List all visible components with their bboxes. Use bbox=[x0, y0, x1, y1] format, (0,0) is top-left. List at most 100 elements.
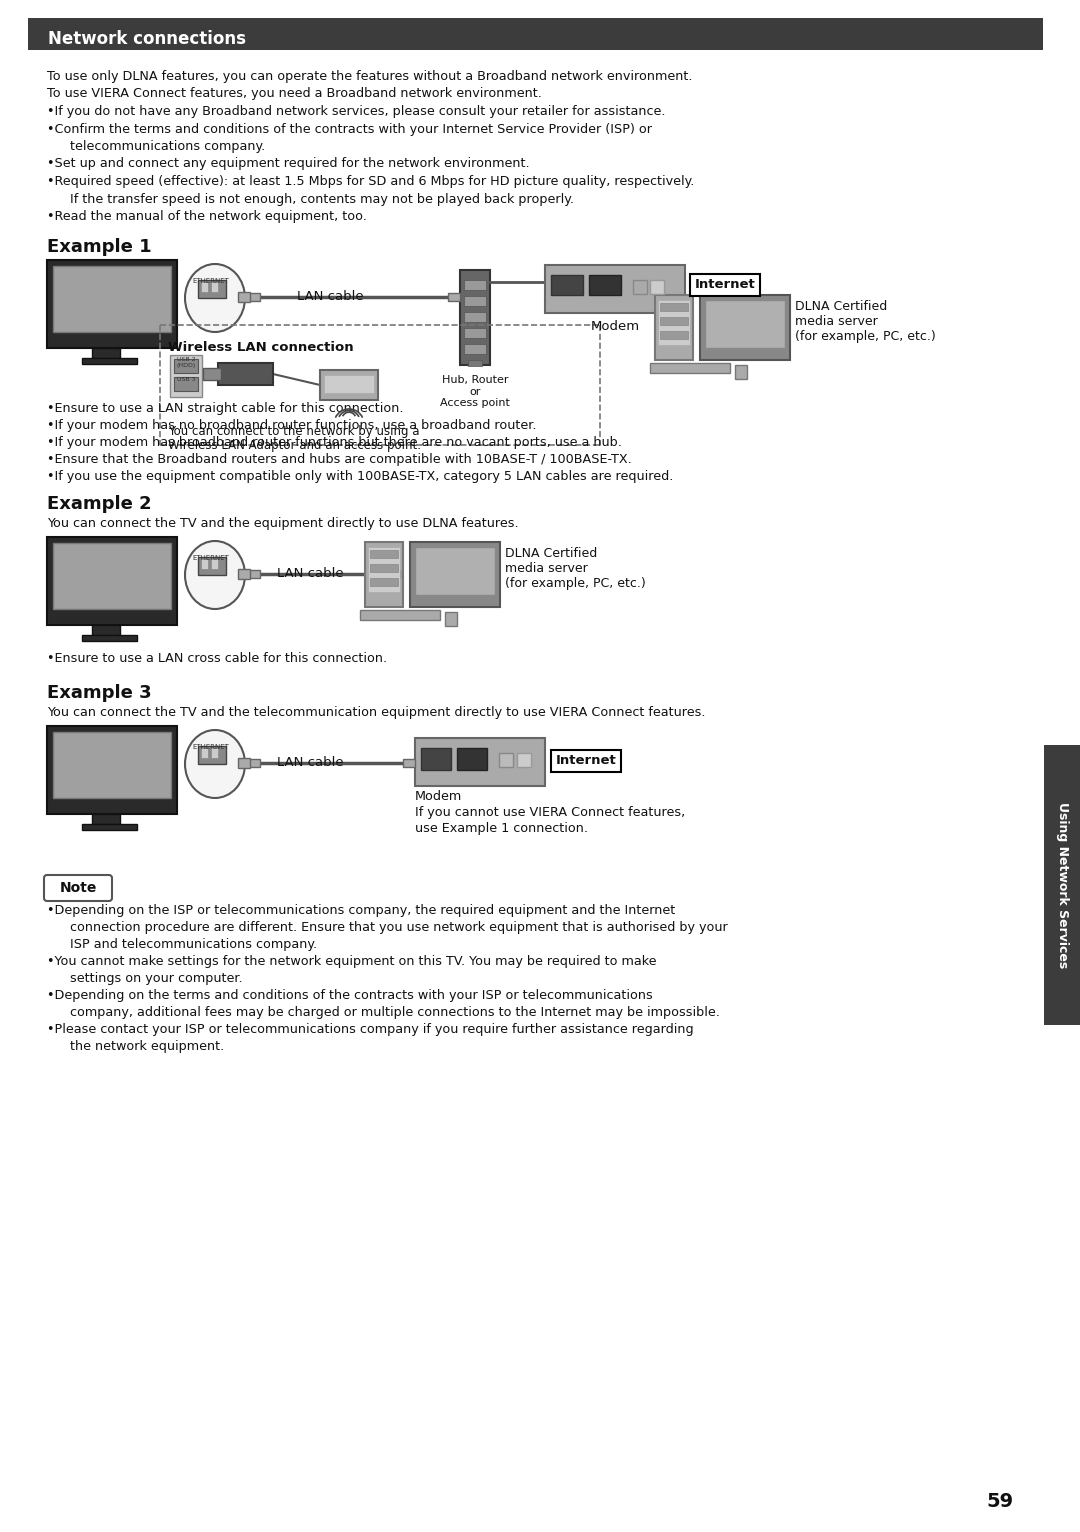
Text: LAN cable: LAN cable bbox=[276, 567, 343, 581]
Bar bbox=[448, 293, 460, 300]
Bar bbox=[82, 634, 137, 640]
Bar bbox=[248, 570, 260, 578]
Bar bbox=[48, 260, 177, 348]
Text: •If your modem has broadband router functions but there are no vacant ports, use: •If your modem has broadband router func… bbox=[48, 437, 622, 449]
Text: 59: 59 bbox=[986, 1492, 1013, 1511]
Bar bbox=[660, 331, 688, 339]
Bar bbox=[248, 293, 260, 300]
Text: Wireless LAN connection: Wireless LAN connection bbox=[168, 342, 353, 354]
Text: Hub, Router
or
Access point: Hub, Router or Access point bbox=[440, 375, 510, 408]
Bar bbox=[388, 570, 400, 578]
Bar bbox=[415, 547, 495, 594]
Text: Using Network Services: Using Network Services bbox=[1055, 801, 1068, 968]
Bar bbox=[211, 559, 218, 568]
FancyBboxPatch shape bbox=[44, 875, 112, 901]
Bar bbox=[660, 303, 688, 311]
Text: Network connections: Network connections bbox=[48, 31, 246, 47]
Bar bbox=[551, 751, 621, 772]
Bar bbox=[370, 564, 399, 571]
Bar bbox=[320, 371, 378, 400]
Bar bbox=[468, 360, 482, 366]
Bar bbox=[650, 363, 730, 372]
Text: LAN cable: LAN cable bbox=[297, 290, 363, 303]
Bar bbox=[735, 365, 747, 378]
Bar bbox=[650, 280, 664, 294]
Text: ETHERNET: ETHERNET bbox=[192, 555, 229, 561]
Text: USB 3: USB 3 bbox=[177, 377, 195, 381]
Bar bbox=[28, 18, 1043, 51]
Bar bbox=[464, 345, 486, 354]
Text: Example 3: Example 3 bbox=[48, 683, 151, 702]
Bar bbox=[589, 276, 621, 296]
Text: Wireless LAN Adaptor and an access point.: Wireless LAN Adaptor and an access point… bbox=[168, 440, 421, 452]
Bar bbox=[48, 726, 177, 813]
Bar bbox=[370, 578, 399, 587]
Bar bbox=[174, 358, 198, 372]
Bar bbox=[170, 355, 202, 397]
Bar bbox=[410, 542, 500, 607]
Bar bbox=[370, 550, 399, 558]
Text: •Required speed (effective): at least 1.5 Mbps for SD and 6 Mbps for HD picture : •Required speed (effective): at least 1.… bbox=[48, 175, 694, 188]
Text: LAN cable: LAN cable bbox=[276, 755, 343, 769]
Bar bbox=[92, 348, 120, 358]
Bar bbox=[464, 328, 486, 339]
Text: •Confirm the terms and conditions of the contracts with your Internet Service Pr: •Confirm the terms and conditions of the… bbox=[48, 123, 652, 135]
Text: DLNA Certified: DLNA Certified bbox=[505, 547, 597, 561]
Bar bbox=[368, 547, 400, 591]
Bar bbox=[198, 280, 226, 299]
Bar bbox=[633, 280, 647, 294]
Bar bbox=[211, 282, 218, 293]
Text: •Ensure to use a LAN cross cable for this connection.: •Ensure to use a LAN cross cable for thi… bbox=[48, 653, 387, 665]
Bar bbox=[201, 282, 208, 293]
Bar bbox=[690, 274, 760, 296]
Bar bbox=[53, 732, 171, 798]
Ellipse shape bbox=[185, 264, 245, 332]
Text: Internet: Internet bbox=[555, 754, 617, 768]
Bar bbox=[517, 754, 531, 768]
Bar bbox=[92, 625, 120, 634]
Bar bbox=[415, 738, 545, 786]
Bar bbox=[464, 280, 486, 290]
Text: ETHERNET: ETHERNET bbox=[192, 277, 229, 283]
Text: (for example, PC, etc.): (for example, PC, etc.) bbox=[795, 329, 935, 343]
Bar bbox=[201, 559, 208, 568]
Bar bbox=[238, 293, 249, 302]
Bar bbox=[53, 542, 171, 610]
Bar bbox=[499, 754, 513, 768]
Text: Modem: Modem bbox=[591, 320, 639, 332]
Text: media server: media server bbox=[505, 562, 588, 574]
Bar bbox=[92, 813, 120, 824]
Text: •Read the manual of the network equipment, too.: •Read the manual of the network equipmen… bbox=[48, 210, 367, 224]
Text: Example 2: Example 2 bbox=[48, 495, 151, 513]
Bar bbox=[201, 748, 208, 758]
Bar bbox=[198, 558, 226, 574]
Text: •Ensure to use a LAN straight cable for this connection.: •Ensure to use a LAN straight cable for … bbox=[48, 401, 404, 415]
Bar bbox=[198, 746, 226, 764]
Bar bbox=[705, 300, 785, 348]
Bar bbox=[551, 276, 583, 296]
Bar bbox=[445, 611, 457, 627]
Text: To use VIERA Connect features, you need a Broadband network environment.: To use VIERA Connect features, you need … bbox=[48, 87, 542, 101]
Bar bbox=[421, 748, 451, 771]
Text: •If you do not have any Broadband network services, please consult your retailer: •If you do not have any Broadband networ… bbox=[48, 106, 665, 118]
Text: You can connect the TV and the equipment directly to use DLNA features.: You can connect the TV and the equipment… bbox=[48, 516, 518, 530]
Text: Example 1: Example 1 bbox=[48, 237, 151, 256]
Text: connection procedure are different. Ensure that you use network equipment that i: connection procedure are different. Ensu… bbox=[62, 921, 728, 935]
Text: If the transfer speed is not enough, contents may not be played back properly.: If the transfer speed is not enough, con… bbox=[62, 193, 573, 205]
Text: Note: Note bbox=[59, 881, 97, 895]
Bar bbox=[365, 542, 403, 607]
Text: Modem: Modem bbox=[415, 791, 462, 803]
Text: You can connect the TV and the telecommunication equipment directly to use VIERA: You can connect the TV and the telecommu… bbox=[48, 706, 705, 719]
Bar bbox=[457, 748, 487, 771]
Text: •Set up and connect any equipment required for the network environment.: •Set up and connect any equipment requir… bbox=[48, 158, 529, 170]
Bar bbox=[211, 748, 218, 758]
Ellipse shape bbox=[185, 541, 245, 610]
Ellipse shape bbox=[185, 731, 245, 798]
Bar bbox=[545, 265, 685, 313]
Bar bbox=[82, 358, 137, 365]
Text: •You cannot make settings for the network equipment on this TV. You may be requi: •You cannot make settings for the networ… bbox=[48, 954, 657, 968]
Bar bbox=[360, 610, 440, 620]
Text: If you cannot use VIERA Connect features,: If you cannot use VIERA Connect features… bbox=[415, 806, 685, 820]
Text: •Ensure that the Broadband routers and hubs are compatible with 10BASE-T / 100BA: •Ensure that the Broadband routers and h… bbox=[48, 453, 632, 466]
Bar bbox=[460, 270, 490, 365]
